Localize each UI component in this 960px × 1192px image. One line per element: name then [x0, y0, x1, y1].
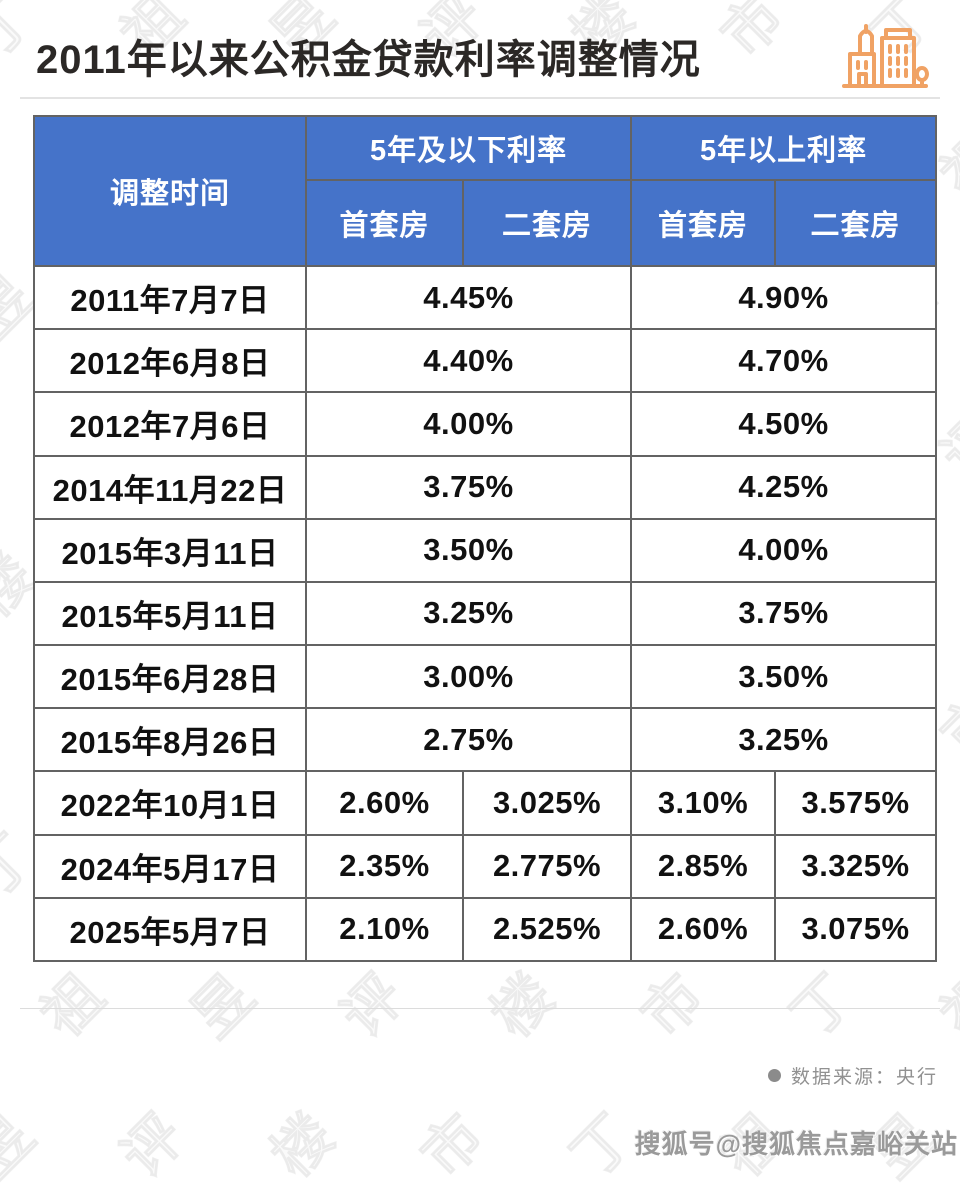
col-header-first-home-under5: 首套房 [305, 179, 464, 267]
rate-cell: 3.50% [304, 517, 633, 583]
table-body: 2011年7月7日 4.45% 4.90% 2012年6月8日 4.40% 4.70% 20… [33, 264, 938, 963]
rates-table: 调整时间 5年及以下利率 5年以上利率 首套房 二套房 首套房 二套房 2011… [33, 115, 938, 963]
rate-cell: 4.25% [630, 454, 938, 520]
rate-cell: 2.775% [461, 833, 633, 899]
table-row: 2012年7月6日 4.00% 4.50% [33, 391, 938, 457]
page-title: 2011年以来公积金贷款利率调整情况 [36, 38, 701, 82]
rate-cell: 4.00% [304, 391, 633, 457]
rate-cell: 4.00% [630, 517, 938, 583]
rate-cell: 2.75% [304, 707, 633, 773]
rate-cell: 3.75% [630, 580, 938, 647]
table-row: 2022年10月1日 2.60% 3.025% 3.10% 3.575% [33, 770, 938, 836]
data-source-row: 数据来源：央行 [767, 1062, 938, 1089]
rate-cell: 3.075% [774, 896, 938, 963]
rate-cell: 3.575% [774, 770, 938, 836]
rate-cell: 4.40% [304, 328, 633, 394]
col-header-first-home-over5: 首套房 [630, 179, 777, 267]
rate-cell: 2.60% [630, 896, 777, 963]
date-cell: 2024年5月17日 [33, 833, 307, 899]
rate-cell: 3.75% [304, 454, 633, 520]
rate-cell: 3.00% [304, 644, 633, 710]
rate-cell: 4.50% [630, 391, 938, 457]
title-divider [20, 97, 940, 99]
col-group-over-5y: 5年以上利率 [630, 115, 938, 181]
rate-cell: 4.45% [304, 264, 633, 331]
rate-cell: 2.60% [305, 770, 464, 836]
date-cell: 2022年10月1日 [33, 770, 307, 836]
date-cell: 2014年11月22日 [33, 454, 307, 520]
rate-cell: 2.525% [461, 896, 633, 963]
buildings-icon [842, 24, 929, 88]
rate-cell: 3.325% [774, 833, 938, 899]
col-group-under-5y: 5年及以下利率 [304, 115, 633, 181]
rate-cell: 3.50% [630, 644, 938, 710]
table-row: 2015年5月11日 3.25% 3.75% [33, 580, 938, 647]
date-cell: 2025年5月7日 [33, 896, 307, 963]
table-row: 2024年5月17日 2.35% 2.775% 2.85% 3.325% [33, 833, 938, 899]
table-row: 2015年3月11日 3.50% 4.00% [33, 517, 938, 583]
rate-cell: 2.85% [630, 833, 777, 899]
rate-cell: 2.10% [305, 896, 464, 963]
table-row: 2015年8月26日 2.75% 3.25% [33, 707, 938, 773]
date-cell: 2015年6月28日 [33, 644, 307, 710]
table-row: 2015年6月28日 3.00% 3.50% [33, 644, 938, 710]
table-row: 2012年6月8日 4.40% 4.70% [33, 328, 938, 394]
date-cell: 2012年7月6日 [33, 391, 307, 457]
rate-cell: 3.10% [630, 770, 777, 836]
date-cell: 2012年6月8日 [33, 328, 307, 394]
rate-cell: 3.025% [461, 770, 633, 836]
date-cell: 2011年7月7日 [33, 264, 307, 331]
footer-divider [20, 1008, 940, 1009]
rate-cell: 4.70% [630, 328, 938, 394]
date-cell: 2015年3月11日 [33, 517, 307, 583]
account-watermark: 搜狐号@搜狐焦点嘉峪关站 [634, 1129, 958, 1159]
col-header-adjust-time: 调整时间 [33, 115, 307, 267]
table-header: 调整时间 5年及以下利率 5年以上利率 首套房 二套房 首套房 二套房 [33, 115, 938, 267]
date-cell: 2015年8月26日 [33, 707, 307, 773]
rate-cell: 3.25% [304, 580, 633, 647]
rate-cell: 4.90% [630, 264, 938, 331]
header-bar: 2011年以来公积金贷款利率调整情况 [36, 20, 930, 92]
table-row: 2014年11月22日 3.75% 4.25% [33, 454, 938, 520]
rate-cell: 2.35% [305, 833, 464, 899]
table-row: 2011年7月7日 4.45% 4.90% [33, 264, 938, 331]
bullet-dot-icon [767, 1069, 781, 1082]
date-cell: 2015年5月11日 [33, 580, 307, 647]
table-row: 2025年5月7日 2.10% 2.525% 2.60% 3.075% [33, 896, 938, 963]
col-header-second-home-under5: 二套房 [461, 179, 633, 267]
data-source-label: 数据来源：央行 [790, 1067, 938, 1088]
rate-cell: 3.25% [630, 707, 938, 773]
col-header-second-home-over5: 二套房 [774, 179, 938, 267]
